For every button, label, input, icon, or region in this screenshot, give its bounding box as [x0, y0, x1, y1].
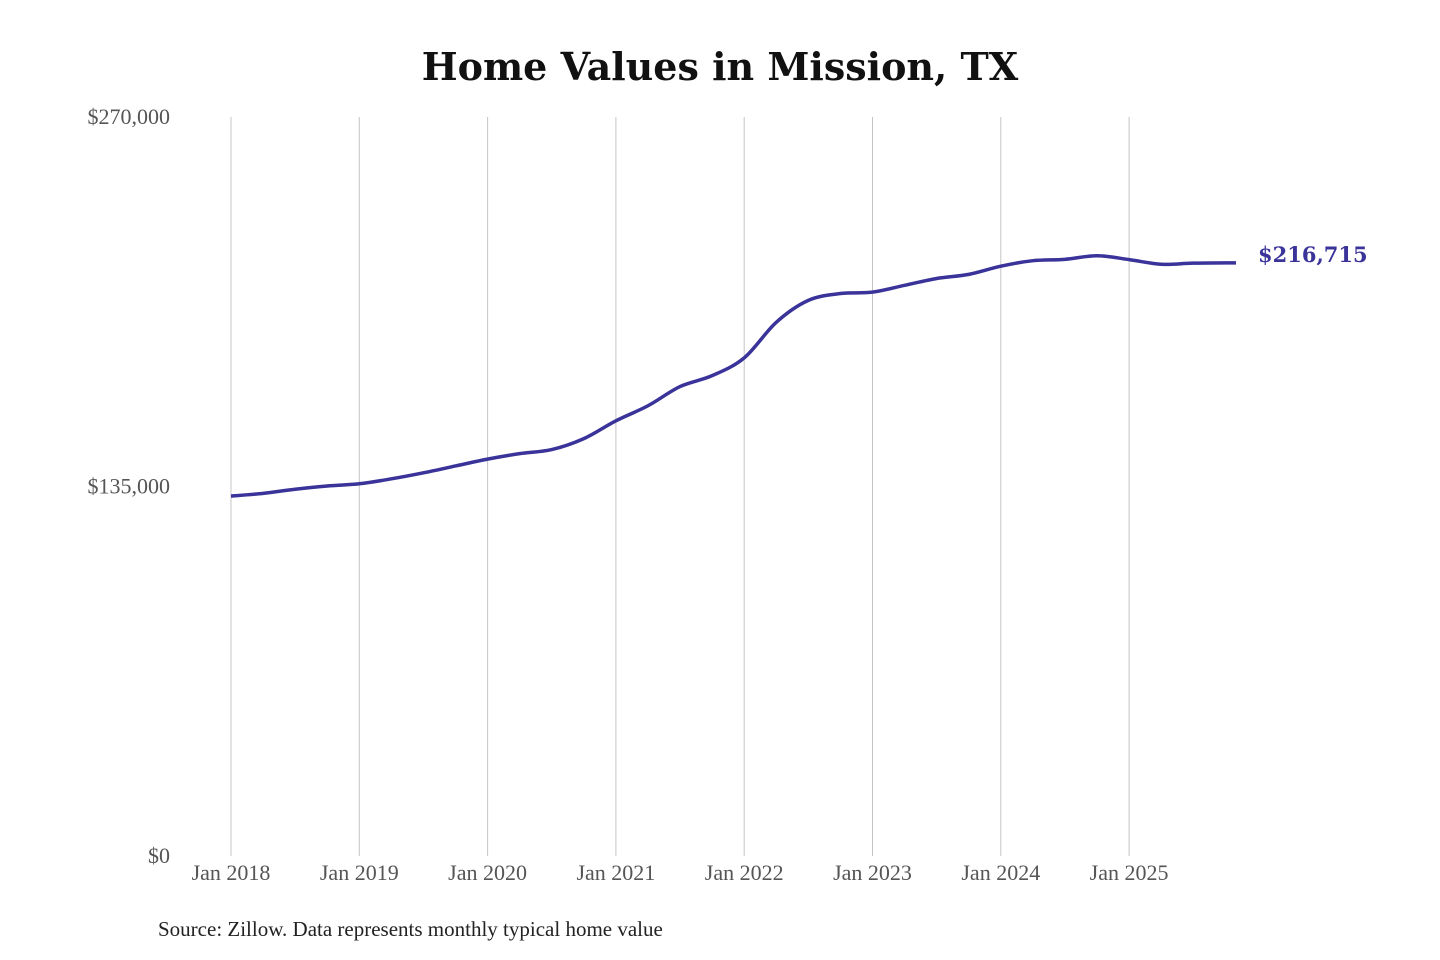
x-tick-label: Jan 2025: [1090, 860, 1169, 885]
x-tick-label: Jan 2022: [705, 860, 784, 885]
y-axis-ticks: $0 $135,000 $270,000: [88, 104, 171, 868]
y-tick-label: $270,000: [88, 104, 171, 129]
x-axis-ticks: Jan 2018 Jan 2019 Jan 2020 Jan 2021 Jan 2022…: [192, 860, 1169, 885]
y-tick-label: $0: [148, 843, 170, 868]
x-tick-label: Jan 2024: [961, 860, 1040, 885]
x-tick-label: Jan 2018: [192, 860, 271, 885]
x-tick-label: Jan 2023: [833, 860, 912, 885]
x-tick-label: Jan 2020: [448, 860, 527, 885]
gridlines: [230, 117, 1130, 856]
source-note: Source: Zillow. Data represents monthly …: [158, 917, 663, 941]
series-line: [230, 254, 1237, 498]
end-value-label: $216,715: [1258, 242, 1368, 267]
x-tick-label: Jan 2021: [576, 860, 655, 885]
x-tick-label: Jan 2019: [320, 860, 399, 885]
chart-title: Home Values in Mission, TX: [421, 44, 1019, 89]
y-tick-label: $135,000: [88, 474, 171, 499]
